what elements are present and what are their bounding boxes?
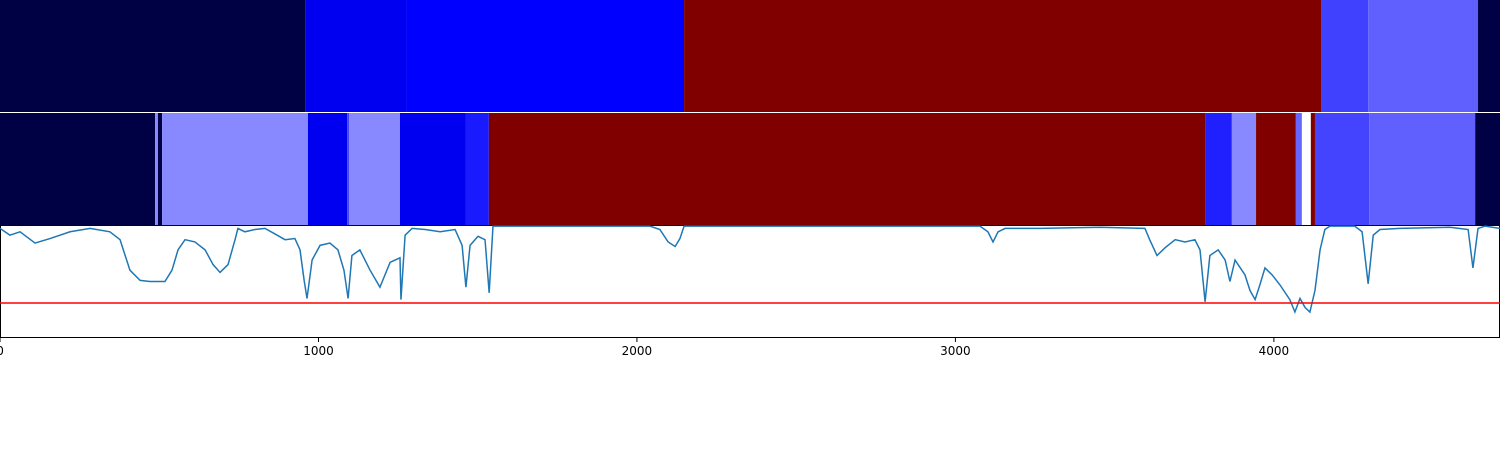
segment (1314, 113, 1370, 225)
segment (1321, 0, 1369, 112)
x-tick-label: 0 (0, 344, 4, 358)
plot-frame (0, 225, 1500, 338)
segment (305, 0, 407, 112)
segment (1256, 113, 1296, 225)
segment (1310, 113, 1315, 225)
x-tick-label: 4000 (1259, 344, 1290, 358)
line (0, 225, 1500, 315)
segment (684, 0, 1322, 112)
segment (157, 113, 163, 225)
segment (465, 113, 489, 225)
segment (488, 113, 1206, 225)
segment (1369, 113, 1476, 225)
segment (349, 113, 400, 225)
segment (307, 113, 348, 225)
segment (1478, 0, 1500, 112)
x-tick-label: 2000 (622, 344, 653, 358)
segment (1205, 113, 1232, 225)
segment (1295, 113, 1302, 225)
segment (347, 113, 350, 225)
segment (155, 113, 158, 225)
x-tick-label: 3000 (940, 344, 971, 358)
segment (0, 113, 156, 225)
segment (162, 113, 308, 225)
segment (1368, 0, 1479, 112)
segment (1475, 113, 1500, 225)
segment (0, 0, 306, 112)
segment (1301, 113, 1311, 225)
segment (1231, 113, 1257, 225)
x-tick-label: 1000 (303, 344, 334, 358)
segment (400, 113, 466, 225)
segment (406, 0, 685, 112)
